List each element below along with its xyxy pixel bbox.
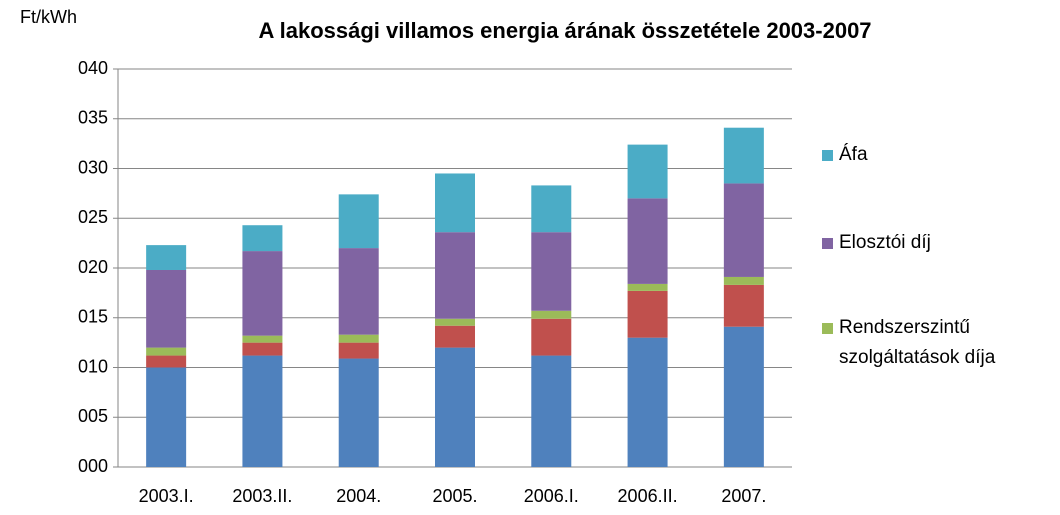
bar-segment xyxy=(338,342,379,359)
y-tick-label: 015 xyxy=(78,307,108,327)
bar-segment xyxy=(627,337,668,467)
bar-segment xyxy=(242,251,283,336)
x-tick-label: 2006.I. xyxy=(524,486,579,506)
y-tick-label: 010 xyxy=(78,356,108,376)
legend-label: Elosztói díj xyxy=(839,232,931,253)
legend-swatch xyxy=(822,323,833,334)
bar-segment xyxy=(242,225,283,252)
bar-segment xyxy=(242,355,283,467)
bar-segment xyxy=(723,276,764,285)
bar-segment xyxy=(435,318,475,326)
bar-segment xyxy=(146,347,187,356)
legend-item: Rendszerszintű szolgáltatások díja xyxy=(822,313,1022,373)
chart-title: A lakossági villamos energia árának össz… xyxy=(258,18,871,43)
y-tick-label: 000 xyxy=(78,456,108,476)
bar-segment xyxy=(627,198,668,284)
legend-label: Áfa xyxy=(839,144,868,165)
y-tick-label: 040 xyxy=(78,58,108,78)
legend-item: Elosztói díj xyxy=(822,228,1022,258)
y-axis-label: Ft/kWh xyxy=(20,7,77,27)
x-tick-label: 2006.II. xyxy=(618,486,678,506)
bar-segment xyxy=(242,342,283,356)
bar-segment xyxy=(723,326,764,467)
bar-segment xyxy=(146,355,187,368)
legend-swatch xyxy=(822,150,833,161)
y-tick-label: 005 xyxy=(78,406,108,426)
x-tick-label: 2003.II. xyxy=(232,486,292,506)
bar-segment xyxy=(627,144,668,199)
bar-segment xyxy=(146,245,187,270)
bar-segment xyxy=(242,335,283,343)
bar-segment xyxy=(338,248,379,335)
y-tick-label: 020 xyxy=(78,257,108,277)
y-tick-label: 025 xyxy=(78,207,108,227)
bar-segment xyxy=(627,290,668,338)
bar-segment xyxy=(531,355,572,467)
x-tick-label: 2007. xyxy=(721,486,766,506)
bar-segment xyxy=(146,367,187,467)
bar-segment xyxy=(723,183,764,277)
bar-segment xyxy=(723,127,764,184)
bar-segment xyxy=(531,318,572,356)
bar-segment xyxy=(531,185,572,233)
bar-segment xyxy=(531,310,572,319)
bar-segment xyxy=(435,325,475,348)
legend-swatch xyxy=(822,238,833,249)
bar-segment xyxy=(338,334,379,343)
bar-segment xyxy=(338,194,379,249)
bar-segment xyxy=(435,173,475,233)
bar-segment xyxy=(338,358,379,467)
bar-segment xyxy=(146,269,187,348)
y-tick-label: 035 xyxy=(78,108,108,128)
y-tick-label: 030 xyxy=(78,157,108,177)
legend-item: Áfa xyxy=(822,140,1022,170)
bar-segment xyxy=(435,347,475,467)
x-tick-label: 2003.I. xyxy=(139,486,194,506)
x-tick-label: 2004. xyxy=(336,486,381,506)
bar-segment xyxy=(627,283,668,291)
legend-label: Rendszerszintű szolgáltatások díja xyxy=(839,317,996,368)
bar-segment xyxy=(531,232,572,311)
bar-segment xyxy=(723,284,764,327)
bar-segment xyxy=(435,232,475,319)
x-tick-label: 2005. xyxy=(432,486,477,506)
